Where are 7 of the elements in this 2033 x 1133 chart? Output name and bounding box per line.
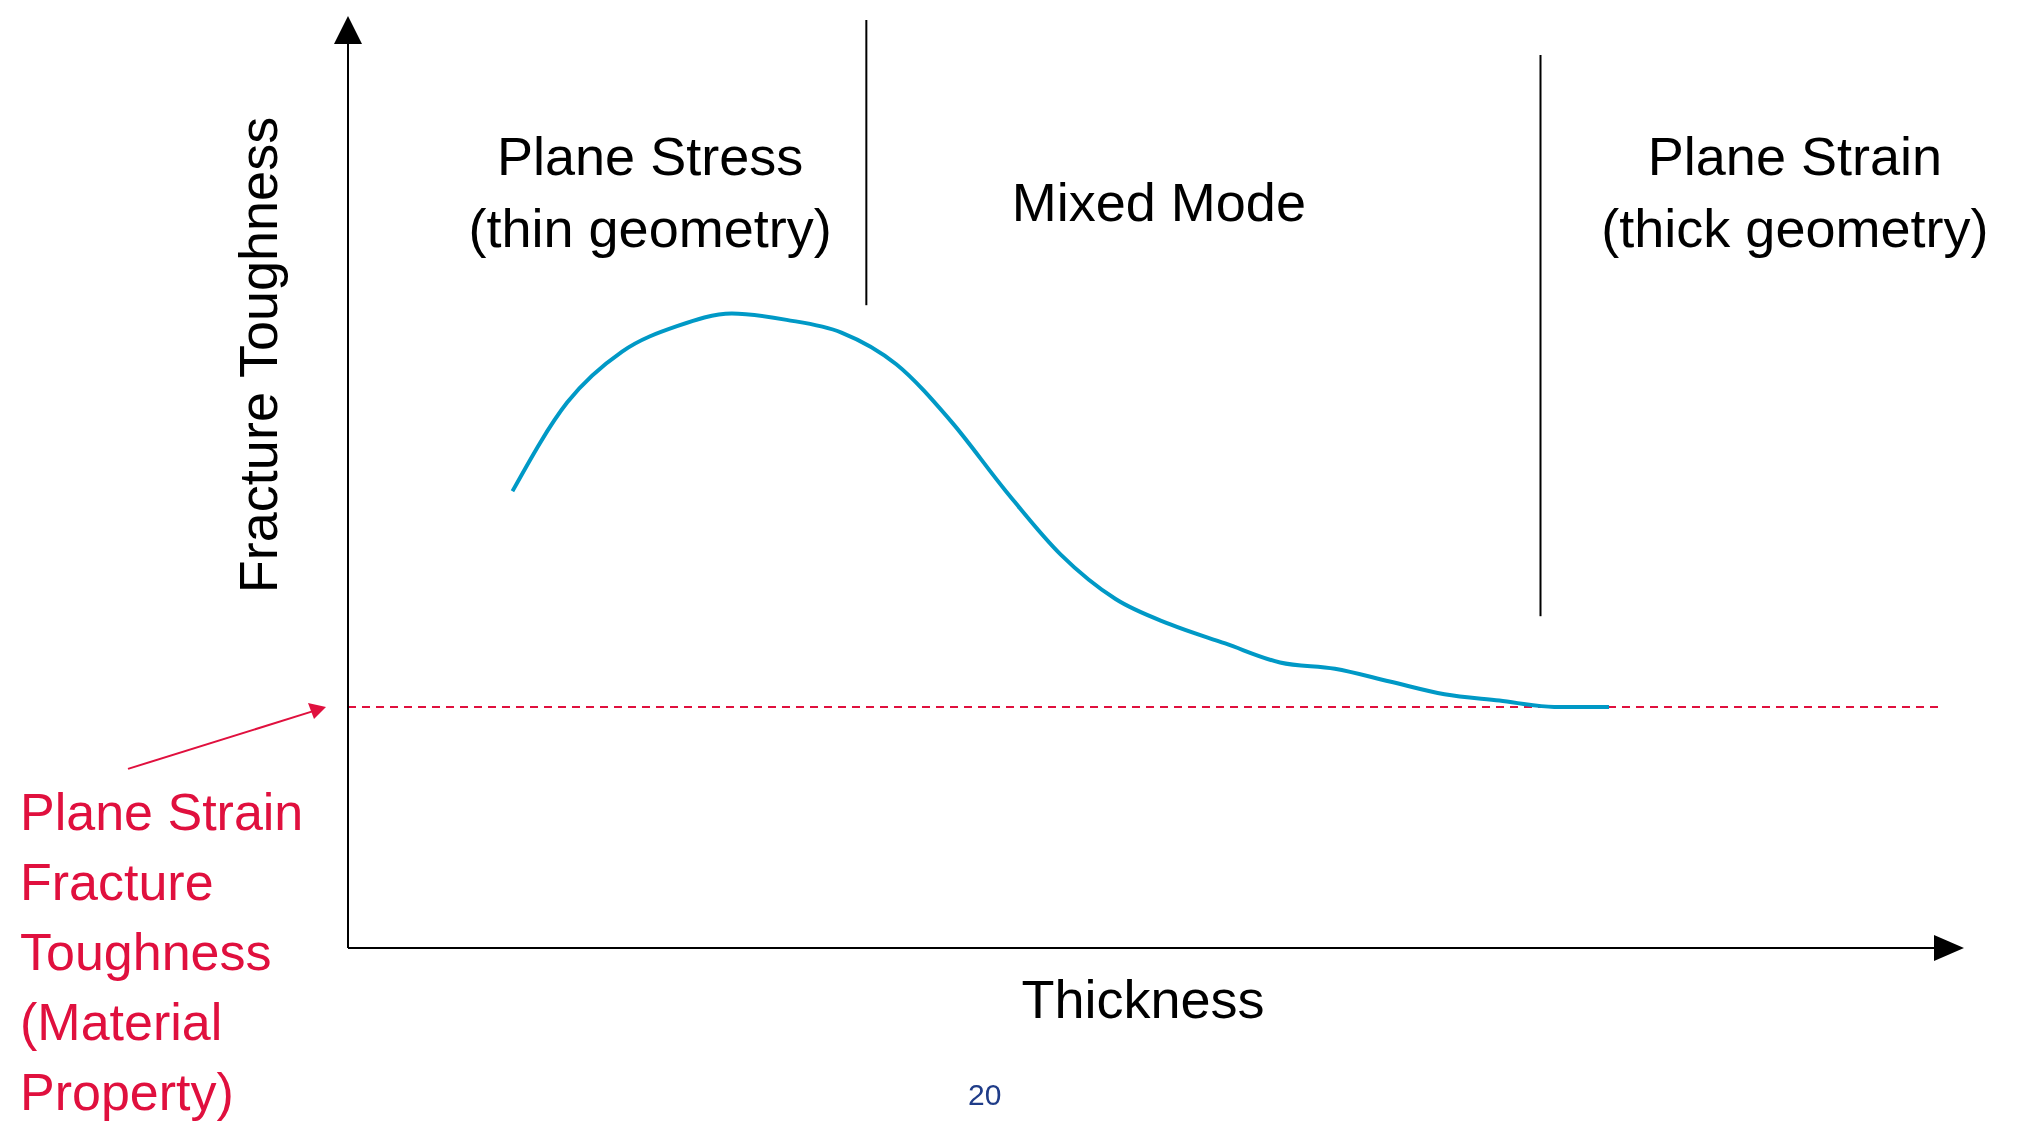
text: Plane Strain (thick geometry) [1600,125,1990,260]
x-axis-title: Thickness [1020,968,1266,1030]
y-axis-title: Fracture Toughness [227,116,289,596]
legend-label: Plane Strain Fracture Toughness (Material Property) [20,781,305,1123]
text: Plane Stress (thin geometry) [467,125,833,260]
text: Mixed Mode [1010,171,1307,234]
text: 20 [968,1078,1002,1112]
